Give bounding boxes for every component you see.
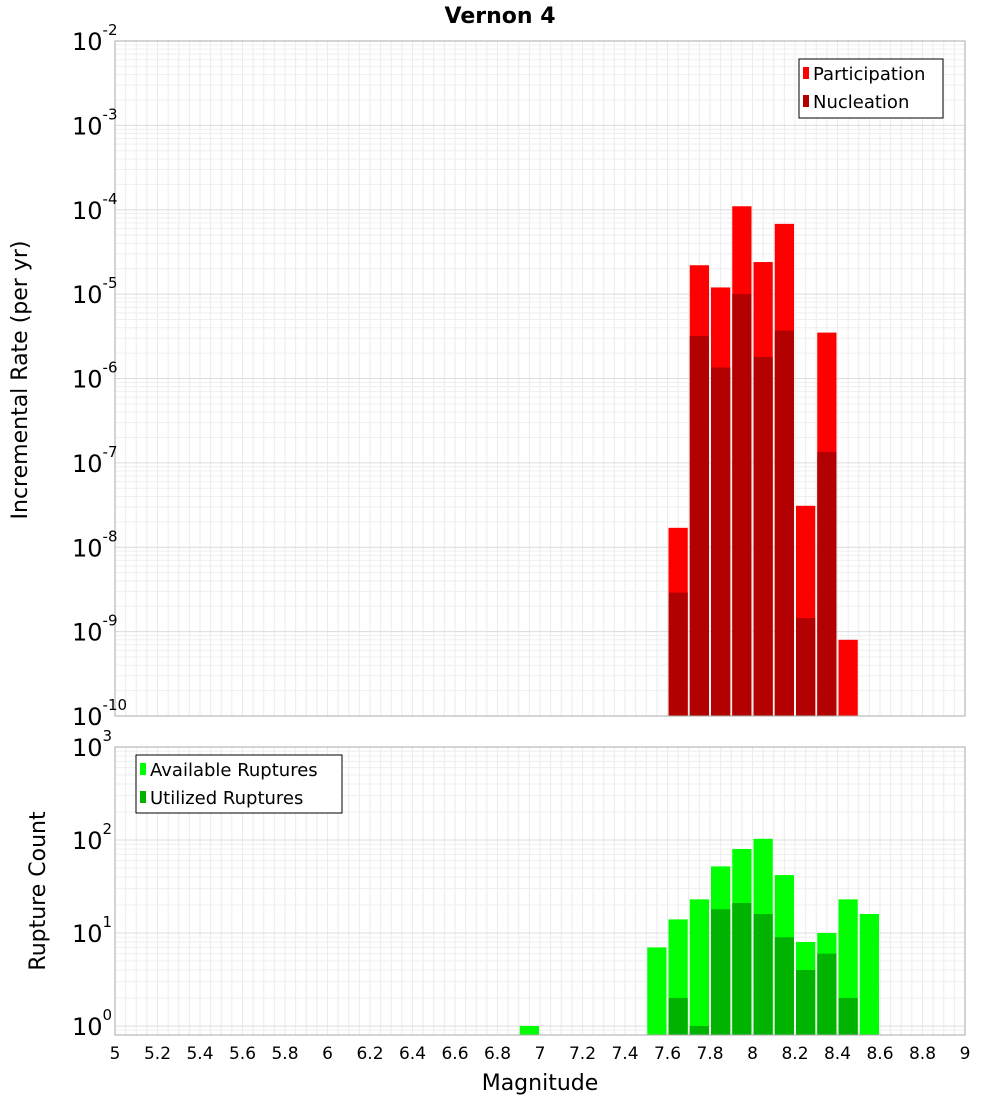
x-tick-label: 6: [322, 1044, 333, 1064]
legend-available-label: Available Ruptures: [150, 760, 318, 781]
top-plot-frame: [114, 40, 966, 717]
x-tick-label: 7.8: [696, 1044, 723, 1064]
legend-utilized-label: Utilized Ruptures: [150, 788, 303, 809]
x-tick-label: 5.6: [229, 1044, 256, 1064]
x-tick-label: 8: [747, 1044, 758, 1064]
x-tick-label: 5.4: [186, 1044, 213, 1064]
legend-available-swatch: [140, 763, 146, 775]
utilized-ruptures-bar: [817, 953, 837, 1035]
x-tick-label: 5.2: [144, 1044, 171, 1064]
available-ruptures-bar: [519, 1025, 539, 1035]
bottom-y-tick-label: 103: [72, 727, 112, 762]
nucleation-bar: [796, 618, 816, 716]
x-axis-label: Magnitude: [482, 1071, 599, 1096]
legend-participation-label: Participation: [813, 64, 925, 85]
utilized-ruptures-bar: [838, 997, 858, 1035]
bottom-y-tick-labels: 100 101 102 103: [72, 727, 112, 1041]
bottom-y-tick-label: 100: [72, 1006, 112, 1041]
top-y-tick-label: 10-9: [72, 612, 118, 647]
x-tick-label: 7: [535, 1044, 546, 1064]
participation-bar: [838, 639, 858, 716]
chart-title: Vernon 4: [445, 4, 556, 29]
top-y-axis-label: Incremental Rate (per yr): [8, 241, 33, 520]
bottom-legend-box: [135, 754, 343, 814]
top-plot-gridlines: [114, 40, 966, 717]
x-tick-label: 8.2: [781, 1044, 808, 1064]
x-tick-label: 5.8: [271, 1044, 298, 1064]
nucleation-bar: [711, 367, 731, 716]
x-tick-label: 6.6: [441, 1044, 468, 1064]
available-ruptures-bar: [647, 947, 667, 1035]
top-nucleation-bars: [668, 294, 837, 716]
nucleation-bar: [817, 451, 837, 716]
nucleation-bar: [732, 294, 752, 716]
nucleation-bar: [668, 592, 688, 716]
nucleation-bar: [753, 356, 773, 716]
x-tick-label: 8.8: [909, 1044, 936, 1064]
legend-utilized-swatch: [140, 791, 146, 803]
x-tick-label: 7.2: [569, 1044, 596, 1064]
bottom-y-tick-label: 102: [72, 820, 112, 855]
available-ruptures-bar: [859, 914, 879, 1035]
nucleation-bar: [774, 330, 794, 716]
top-y-tick-labels: 10-10 10-9 10-8 10-7 10-6 10-5 10-4 10-3 10-2: [72, 21, 127, 731]
x-tick-label: 6.4: [399, 1044, 426, 1064]
bottom-legend: Available Ruptures Utilized Ruptures: [135, 754, 343, 814]
x-tick-label: 7.4: [611, 1044, 638, 1064]
utilized-ruptures-bar: [732, 903, 752, 1035]
utilized-ruptures-bar: [796, 969, 816, 1035]
utilized-ruptures-bar: [668, 997, 688, 1035]
legend-participation-swatch: [803, 67, 809, 79]
utilized-ruptures-bar: [711, 909, 731, 1035]
bottom-y-axis-label: Rupture Count: [26, 811, 51, 971]
top-y-tick-label: 10-2: [72, 21, 118, 56]
x-tick-label: 6.8: [484, 1044, 511, 1064]
x-tick-label: 8.4: [824, 1044, 851, 1064]
top-y-tick-label: 10-8: [72, 527, 118, 562]
x-tick-label: 9: [960, 1044, 971, 1064]
top-y-tick-label: 10-10: [72, 696, 127, 731]
x-tick-label: 6.2: [356, 1044, 383, 1064]
x-tick-label: 5: [110, 1044, 121, 1064]
x-tick-labels: 5 5.2 5.4 5.6 5.8 6 6.2 6.4 6.6 6.8 7 7.2 7.4 7.6 7.8 8…: [110, 1044, 971, 1064]
bottom-utilized-bars: [668, 903, 858, 1035]
top-y-tick-label: 10-4: [72, 190, 118, 225]
legend-nucleation-swatch: [803, 95, 809, 107]
utilized-ruptures-bar: [774, 937, 794, 1035]
top-y-tick-label: 10-3: [72, 105, 118, 140]
top-legend: Participation Nucleation: [798, 58, 944, 119]
top-y-tick-label: 10-5: [72, 274, 118, 309]
top-y-tick-label: 10-7: [72, 443, 118, 478]
available-ruptures-bar: [689, 899, 709, 1035]
utilized-ruptures-bar: [753, 914, 773, 1035]
top-legend-box: [798, 58, 944, 119]
bottom-plot-frame: [114, 746, 966, 1036]
x-tick-label: 8.6: [866, 1044, 893, 1064]
top-y-tick-label: 10-6: [72, 359, 118, 394]
legend-nucleation-label: Nucleation: [813, 92, 909, 113]
bottom-y-tick-label: 101: [72, 913, 112, 948]
x-tick-label: 7.6: [654, 1044, 681, 1064]
nucleation-bar: [689, 335, 709, 716]
utilized-ruptures-bar: [689, 1025, 709, 1035]
